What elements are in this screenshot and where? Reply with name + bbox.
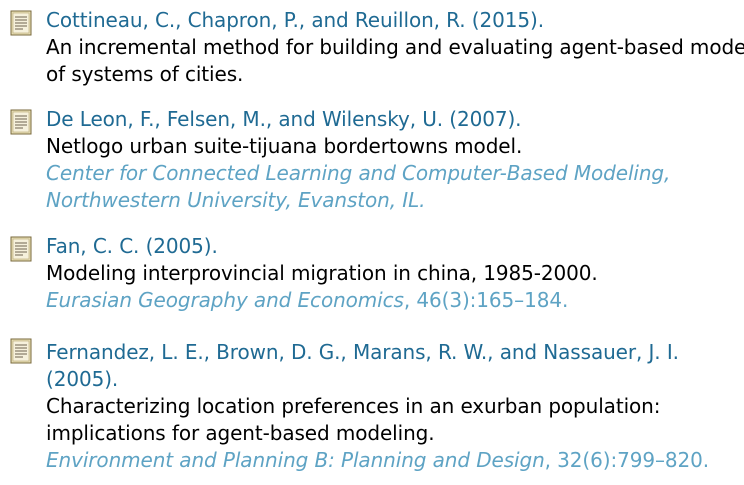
- bib-title: implications for agent-based modeling.: [46, 421, 435, 445]
- bib-authors: De Leon, F., Felsen, M., and Wilensky, U…: [46, 107, 522, 131]
- bib-title: Modeling interprovincial migration in ch…: [46, 261, 598, 285]
- bib-authors: Fernandez, L. E., Brown, D. G., Marans, …: [46, 340, 679, 364]
- bib-journal: Eurasian Geography and Economics: [46, 288, 404, 312]
- bib-volume-pages: , 46(3):165–184.: [403, 288, 569, 312]
- bib-authors: Cottineau, C., Chapron, P., and Reuillon…: [46, 8, 544, 32]
- bib-journal: Center for Connected Learning and Comput…: [46, 161, 671, 185]
- bib-journal: Northwestern University, Evanston, IL.: [46, 188, 426, 212]
- bib-venue: Northwestern University, Evanston, IL.: [46, 187, 740, 214]
- bib-authors: (2005).: [46, 367, 119, 391]
- document-icon: [10, 338, 32, 364]
- bib-journal: Environment and Planning B: Planning and…: [46, 448, 545, 472]
- bib-venue: Environment and Planning B: Planning and…: [46, 447, 740, 474]
- bib-authors: Fan, C. C. (2005).: [46, 234, 218, 258]
- bib-volume-pages: , 32(6):799–820.: [544, 448, 710, 472]
- bib-title: of systems of cities.: [46, 62, 244, 86]
- bib-title: An incremental method for building and e…: [46, 35, 744, 59]
- bib-title: Netlogo urban suite-tijuana bordertowns …: [46, 134, 523, 158]
- bib-title: Characterizing location preferences in a…: [46, 394, 661, 418]
- document-icon: [10, 10, 32, 36]
- document-icon: [10, 236, 32, 262]
- bib-venue: Center for Connected Learning and Comput…: [46, 160, 740, 187]
- document-icon: [10, 109, 32, 135]
- bib-venue: Eurasian Geography and Economics, 46(3):…: [46, 287, 740, 314]
